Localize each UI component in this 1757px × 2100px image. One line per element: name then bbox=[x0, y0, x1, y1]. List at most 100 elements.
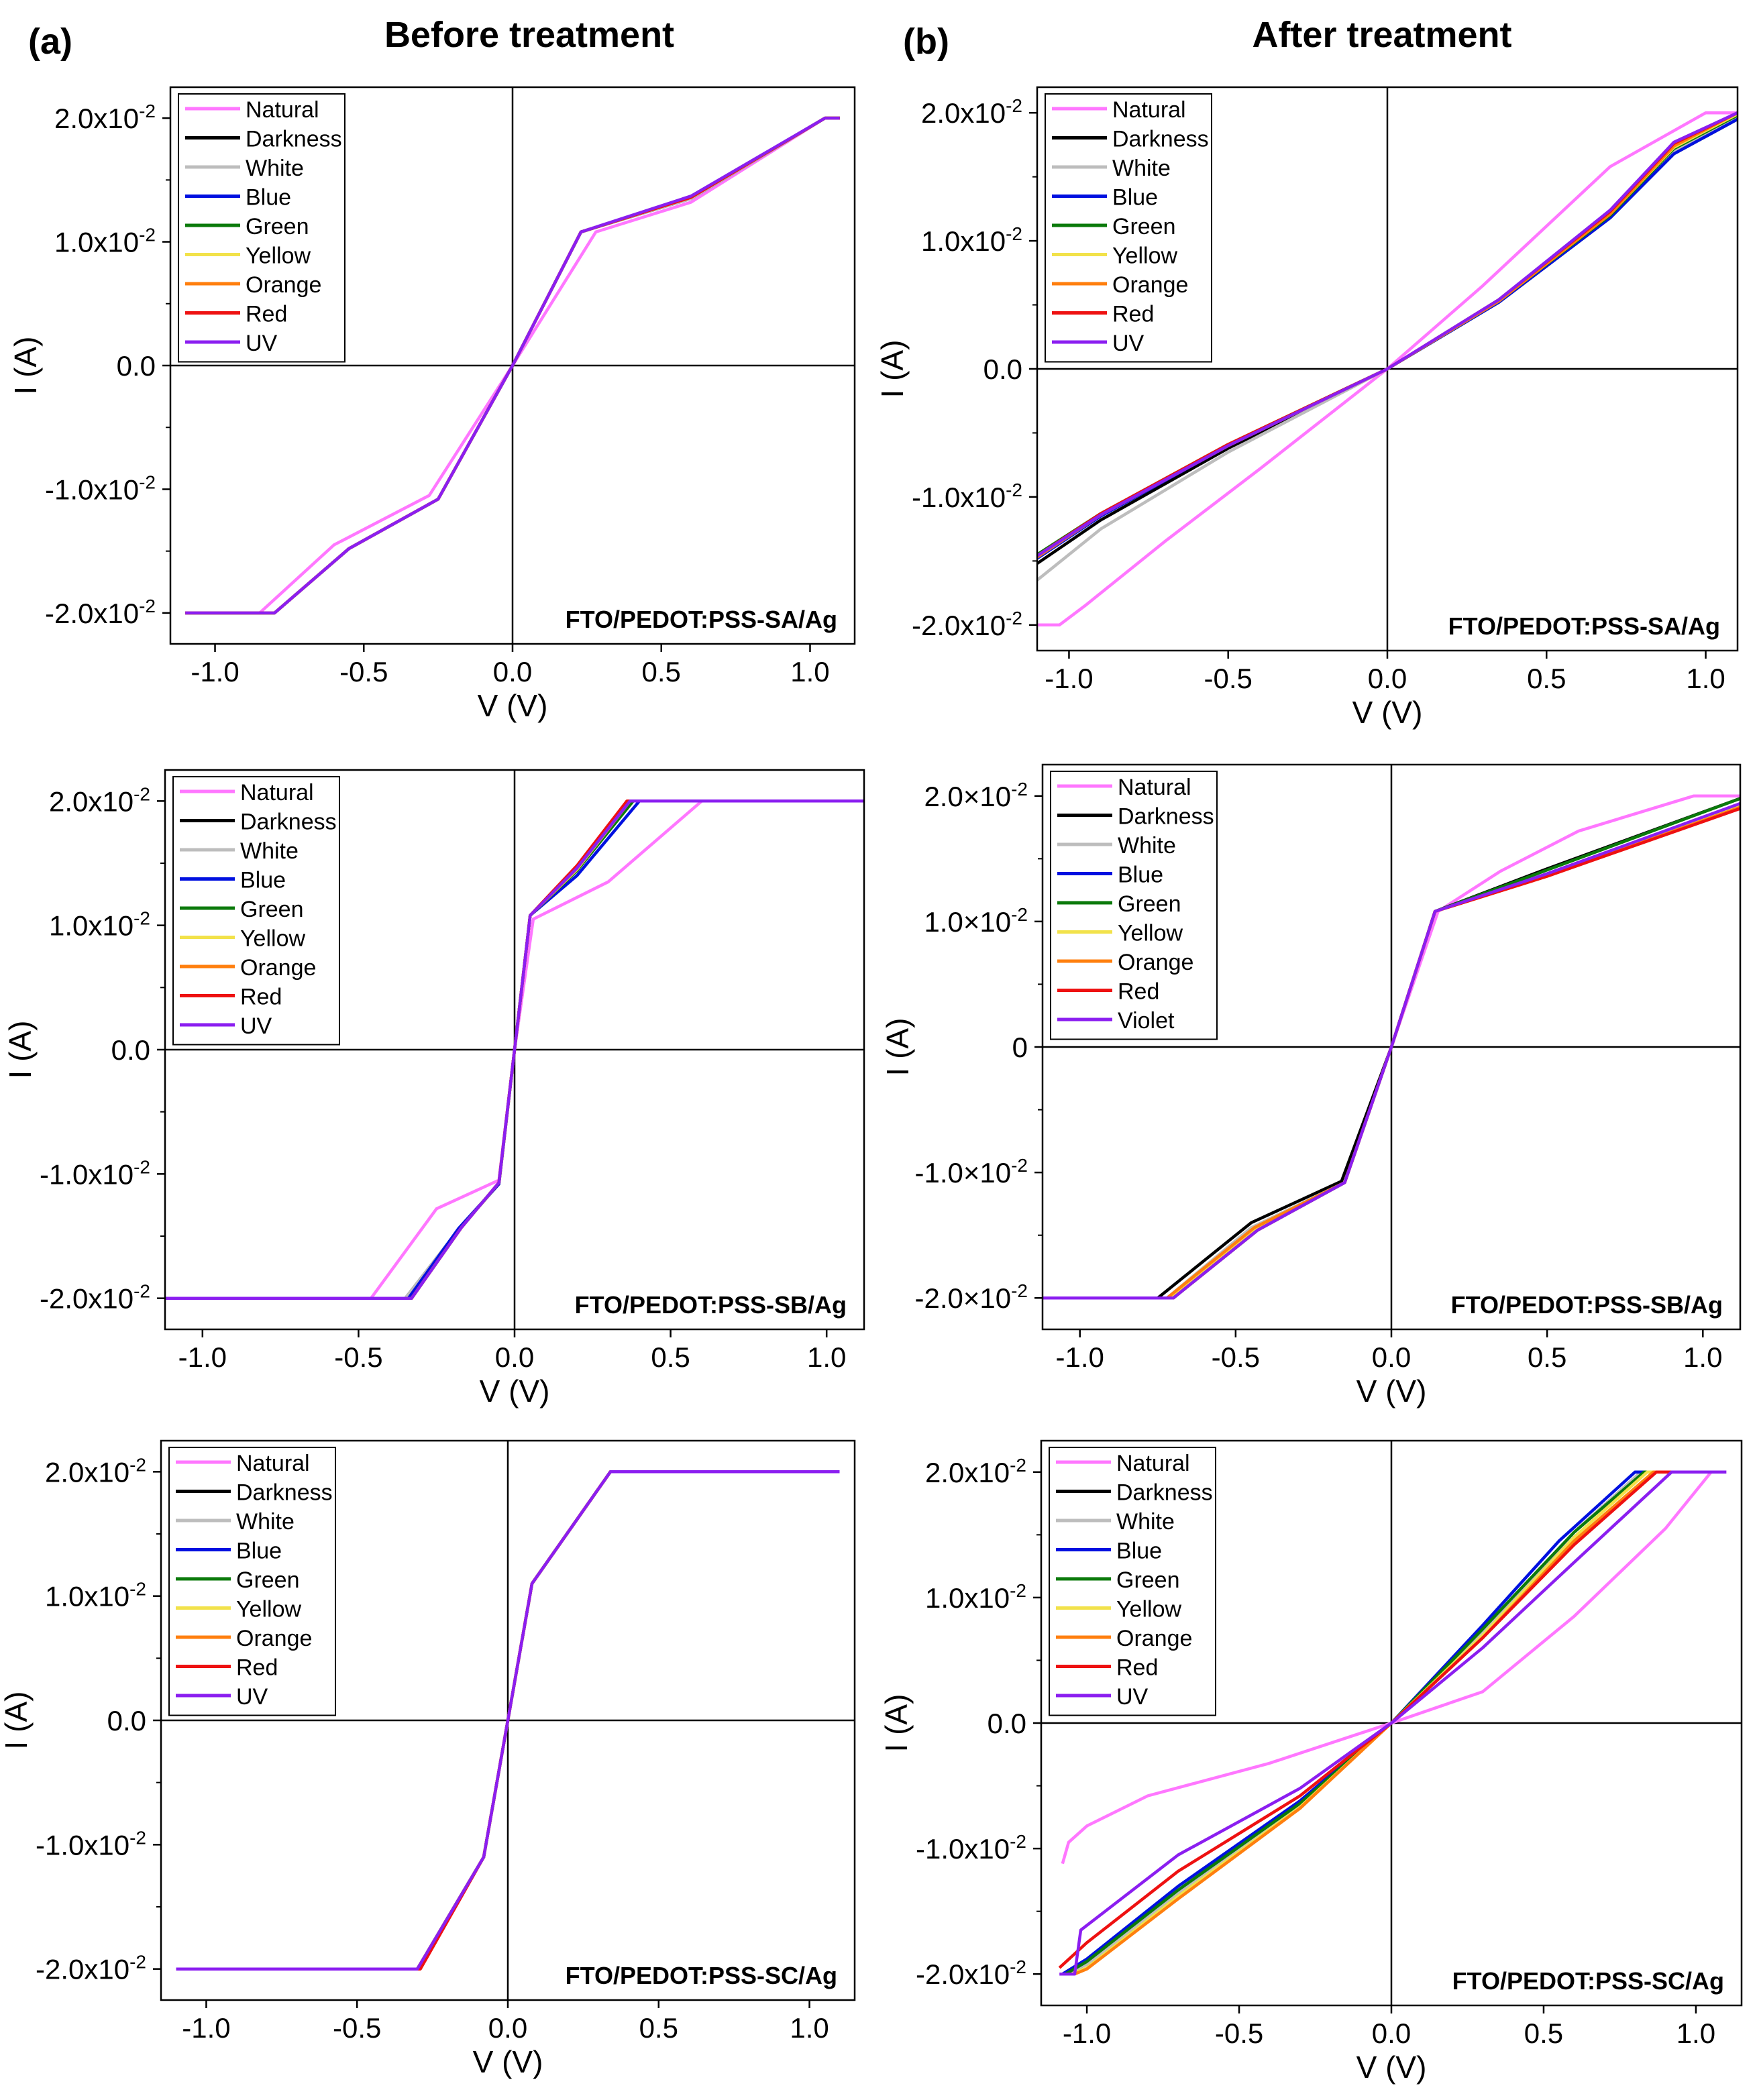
chart-a2-ytick-label-exponent: -2 bbox=[134, 783, 150, 804]
chart-b3-ytick-label: -1.0x10-2 bbox=[916, 1831, 1026, 1865]
chart-b1-xlabel: V (V) bbox=[1352, 695, 1423, 730]
chart-a2-ytick-label: 2.0x10-2 bbox=[49, 783, 150, 817]
chart-a1-ytick-label-exponent: -2 bbox=[139, 472, 156, 492]
chart-a2-ytick-label-main: -1.0x10 bbox=[40, 1158, 134, 1190]
chart-b2-xtick-label: 0.5 bbox=[1528, 1341, 1566, 1373]
chart-a3-ytick-label-main: 0.0 bbox=[107, 1705, 146, 1736]
chart-b1-legend-label-white: White bbox=[1112, 156, 1171, 181]
chart-b1-xtick-label: -0.5 bbox=[1204, 663, 1253, 694]
chart-b3-legend-label-uv: UV bbox=[1116, 1684, 1149, 1710]
chart-b2-ylabel: I (A) bbox=[880, 1018, 915, 1076]
chart-a1-legend-label-natural: Natural bbox=[246, 97, 319, 123]
chart-b1-ytick-label-exponent: -2 bbox=[1006, 223, 1022, 244]
chart-a2-ytick-label-main: 2.0x10 bbox=[49, 785, 134, 817]
chart-b1-sample-title: FTO/PEDOT:PSS-SA/Ag bbox=[1448, 612, 1720, 640]
chart-a2-ytick-label: 0.0 bbox=[111, 1034, 150, 1066]
chart-a1-ytick-label-exponent: -2 bbox=[139, 596, 156, 616]
chart-b1-legend-label-darkness: Darkness bbox=[1112, 127, 1209, 152]
chart-b1-xtick-label: 0.5 bbox=[1527, 663, 1566, 694]
chart-b2-ytick-label: 1.0×10-2 bbox=[924, 904, 1028, 938]
chart-b2-ytick-label-exponent: -2 bbox=[1011, 779, 1028, 799]
chart-b2-ytick-label-main: 1.0×10 bbox=[924, 906, 1011, 938]
chart-b2-ytick-label-main: -1.0×10 bbox=[914, 1157, 1011, 1189]
chart-b2-xtick-label: 1.0 bbox=[1683, 1341, 1722, 1373]
chart-b2-legend-label-blue: Blue bbox=[1118, 863, 1163, 888]
chart-a1-ytick-label-main: -1.0x10 bbox=[45, 474, 139, 505]
chart-a1-ylabel: I (A) bbox=[8, 337, 43, 395]
chart-a2-ytick-label: -1.0x10-2 bbox=[40, 1156, 150, 1190]
chart-b2-legend-label-green: Green bbox=[1118, 891, 1181, 917]
chart-b1-series-uv bbox=[1037, 111, 1738, 557]
chart-b1-legend-label-green: Green bbox=[1112, 214, 1176, 239]
chart-a2-legend-label-natural: Natural bbox=[240, 780, 314, 806]
chart-a3-ytick-label-main: -2.0x10 bbox=[36, 1954, 129, 1985]
chart-a1-ytick-label-main: 2.0x10 bbox=[54, 103, 139, 134]
chart-b2-legend-label-red: Red bbox=[1118, 979, 1159, 1005]
chart-a3-legend-label-yellow: Yellow bbox=[236, 1597, 301, 1622]
chart-a3-ytick-label: -1.0x10-2 bbox=[36, 1827, 146, 1861]
chart-a1-legend-label-yellow: Yellow bbox=[246, 243, 311, 269]
chart-b3-legend-label-green: Green bbox=[1116, 1567, 1180, 1593]
chart-a2-series-group bbox=[165, 799, 864, 1300]
chart-b3-ytick-label-exponent: -2 bbox=[1010, 1580, 1026, 1601]
chart-a1-legend-label-red: Red bbox=[246, 302, 287, 327]
chart-b2-legend-label-orange: Orange bbox=[1118, 950, 1193, 975]
chart-b3-xtick-label: 0.0 bbox=[1372, 2018, 1411, 2049]
chart-b3-legend-label-yellow: Yellow bbox=[1116, 1597, 1181, 1622]
chart-a3-legend-label-white: White bbox=[236, 1509, 295, 1535]
chart-b3-legend-label-white: White bbox=[1116, 1509, 1175, 1535]
chart-b3-sc-after: -1.0 -0.5 0.0 0.5 1.0-2.0x10-2-1.0x10-20.01.… bbox=[879, 1439, 1743, 2085]
chart-a1-sa-before: -1.0 -0.5 0.0 0.5 1.0-2.0x10-2-1.0x10-20.01.… bbox=[8, 86, 856, 723]
chart-a3-ytick-label-main: 1.0x10 bbox=[45, 1581, 129, 1612]
chart-a3-xtick-label: -1.0 bbox=[182, 2012, 230, 2044]
chart-a2-ytick-label: -2.0x10-2 bbox=[40, 1281, 150, 1315]
chart-a3-legend-label-natural: Natural bbox=[236, 1451, 310, 1476]
chart-b2-ytick-label-main: 0 bbox=[1012, 1032, 1028, 1063]
chart-b2-series-violet bbox=[1043, 802, 1740, 1300]
chart-a2-sample-title: FTO/PEDOT:PSS-SB/Ag bbox=[575, 1291, 847, 1319]
chart-a2-legend-label-uv: UV bbox=[240, 1013, 272, 1039]
chart-a3-ytick-label-exponent: -2 bbox=[129, 1579, 146, 1600]
chart-a1-legend-label-uv: UV bbox=[246, 331, 278, 356]
chart-b3-ytick-label-main: 0.0 bbox=[988, 1708, 1026, 1739]
chart-a2-ytick-label-main: 0.0 bbox=[111, 1034, 150, 1066]
column-title-before: Before treatment bbox=[384, 15, 674, 55]
chart-b3-ytick-label-exponent: -2 bbox=[1010, 1956, 1026, 1977]
chart-a2-legend-label-darkness: Darkness bbox=[240, 810, 337, 835]
chart-b3-ytick-label-exponent: -2 bbox=[1010, 1455, 1026, 1476]
chart-b3-legend-label-natural: Natural bbox=[1116, 1451, 1190, 1476]
chart-a2-xtick-label: -1.0 bbox=[178, 1341, 227, 1373]
chart-b2-legend-label-darkness: Darkness bbox=[1118, 804, 1214, 830]
chart-b2-ytick-label-main: 2.0×10 bbox=[924, 781, 1011, 812]
chart-b1-legend-label-natural: Natural bbox=[1112, 97, 1186, 123]
chart-a2-ytick-label-exponent: -2 bbox=[134, 1281, 150, 1302]
chart-b2-sb-after: -1.0 -0.5 0.0 0.5 1.0-2.0×10-2-1.0×10-201.0×… bbox=[880, 763, 1742, 1408]
chart-b3-legend-label-orange: Orange bbox=[1116, 1626, 1192, 1651]
chart-b1-legend-label-red: Red bbox=[1112, 302, 1154, 327]
chart-b1-xtick-label: 0.0 bbox=[1368, 663, 1407, 694]
chart-a2-xtick-label: -0.5 bbox=[334, 1341, 382, 1373]
chart-a3-ytick-label: 2.0x10-2 bbox=[45, 1454, 146, 1488]
chart-a1-legend-label-white: White bbox=[246, 156, 304, 181]
chart-b2-sample-title: FTO/PEDOT:PSS-SB/Ag bbox=[1451, 1291, 1723, 1319]
chart-b3-legend-label-blue: Blue bbox=[1116, 1539, 1162, 1564]
chart-b1-ytick-label-exponent: -2 bbox=[1006, 480, 1022, 500]
chart-a1-sample-title: FTO/PEDOT:PSS-SA/Ag bbox=[566, 606, 837, 633]
chart-b3-ylabel: I (A) bbox=[879, 1694, 914, 1753]
chart-b3-sample-title: FTO/PEDOT:PSS-SC/Ag bbox=[1452, 1967, 1724, 1995]
chart-a3-ytick-label: -2.0x10-2 bbox=[36, 1952, 146, 1985]
chart-a2-sb-before: -1.0 -0.5 0.0 0.5 1.0-2.0x10-2-1.0x10-20.01.… bbox=[3, 769, 865, 1408]
chart-a2-ytick-label-main: 1.0x10 bbox=[49, 910, 134, 942]
chart-b1-ytick-label-exponent: -2 bbox=[1006, 95, 1022, 116]
chart-a2-ytick-label-exponent: -2 bbox=[134, 1156, 150, 1177]
chart-b3-xtick-label: 0.5 bbox=[1524, 2018, 1563, 2049]
chart-a1-xlabel: V (V) bbox=[478, 688, 548, 723]
chart-b3-ytick-label: 0.0 bbox=[988, 1708, 1026, 1739]
chart-b3-xtick-label: -0.5 bbox=[1215, 2018, 1263, 2049]
chart-a1-ytick-label: 0.0 bbox=[117, 350, 156, 382]
chart-b3-legend-label-red: Red bbox=[1116, 1655, 1158, 1681]
chart-a3-ytick-label-exponent: -2 bbox=[129, 1827, 146, 1848]
chart-a2-ytick-label-main: -2.0x10 bbox=[40, 1283, 134, 1315]
chart-b1-ylabel: I (A) bbox=[875, 340, 910, 398]
